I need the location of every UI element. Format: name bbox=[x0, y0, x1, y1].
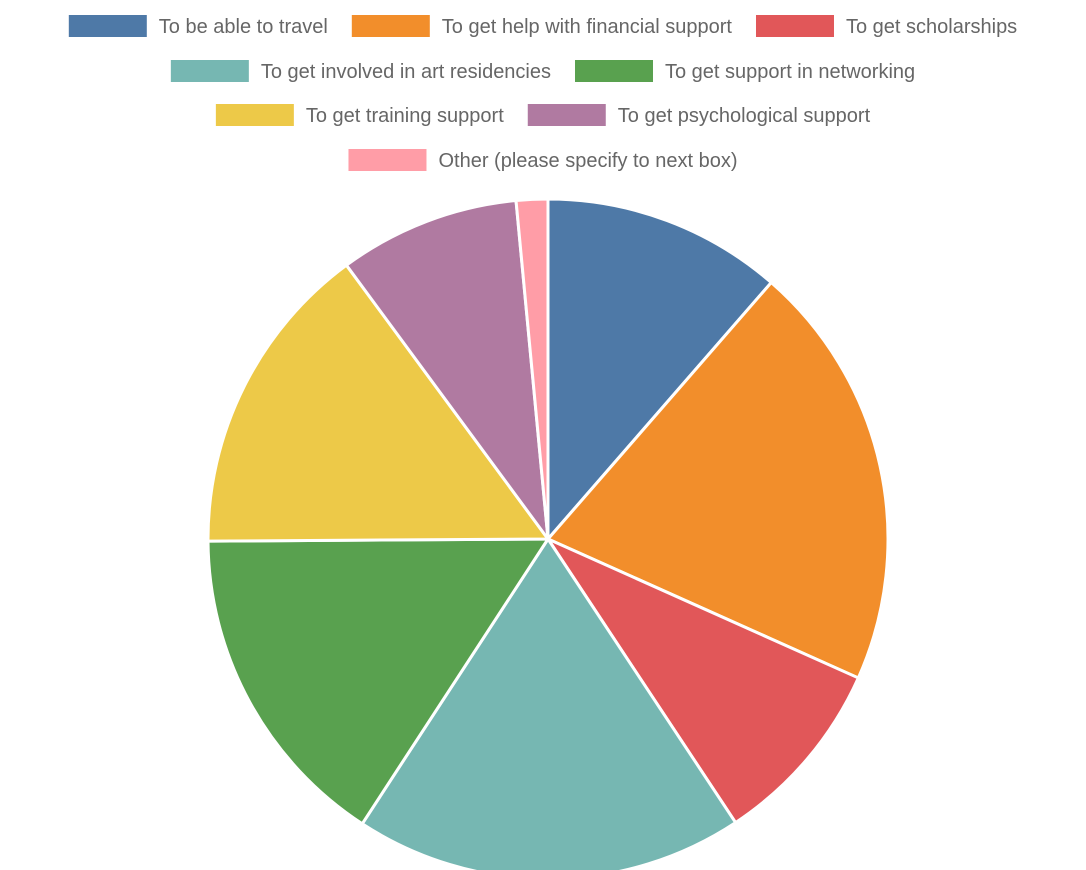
legend-label: To get involved in art residencies bbox=[261, 61, 551, 83]
legend-item[interactable]: To get training support bbox=[215, 104, 504, 127]
pie-slice[interactable] bbox=[206, 537, 550, 826]
legend-item[interactable]: To be able to travel bbox=[68, 15, 328, 38]
legend-swatch bbox=[215, 104, 294, 126]
legend-item[interactable]: To get help with financial support bbox=[351, 15, 733, 38]
legend-label: To be able to travel bbox=[159, 16, 328, 38]
legend-label: To get help with financial support bbox=[442, 16, 733, 38]
legend-label: To get psychological support bbox=[618, 105, 871, 127]
legend-item[interactable]: To get psychological support bbox=[527, 104, 871, 127]
legend-swatch bbox=[527, 104, 606, 126]
pie-slice[interactable] bbox=[546, 281, 890, 680]
legend-swatch bbox=[351, 15, 430, 37]
pie-slices bbox=[206, 197, 890, 870]
legend-swatch bbox=[68, 15, 147, 37]
pie-slice[interactable] bbox=[206, 263, 550, 543]
legend-swatch bbox=[755, 15, 834, 37]
pie-slice[interactable] bbox=[546, 197, 773, 541]
legend-item[interactable]: To get involved in art residencies bbox=[170, 60, 551, 83]
legend-item[interactable]: To get support in networking bbox=[575, 60, 915, 83]
legend-swatch bbox=[170, 60, 249, 82]
legend-label: Other (please specify to next box) bbox=[438, 150, 737, 172]
legend-label: To get support in networking bbox=[665, 61, 915, 83]
pie-slice[interactable] bbox=[360, 537, 738, 870]
pie-slice[interactable] bbox=[546, 537, 860, 825]
legend-item[interactable]: To get scholarships bbox=[755, 15, 1017, 38]
legend: To be able to travel To get help with fin… bbox=[68, 15, 1017, 172]
legend-swatch bbox=[348, 149, 427, 171]
legend-label: To get training support bbox=[306, 105, 504, 127]
legend-label: To get scholarships bbox=[846, 16, 1017, 38]
legend-swatch bbox=[575, 60, 653, 82]
pie-slice[interactable] bbox=[514, 197, 550, 541]
pie-slice[interactable] bbox=[344, 199, 550, 541]
legend-item[interactable]: Other (please specify to next box) bbox=[348, 149, 738, 172]
